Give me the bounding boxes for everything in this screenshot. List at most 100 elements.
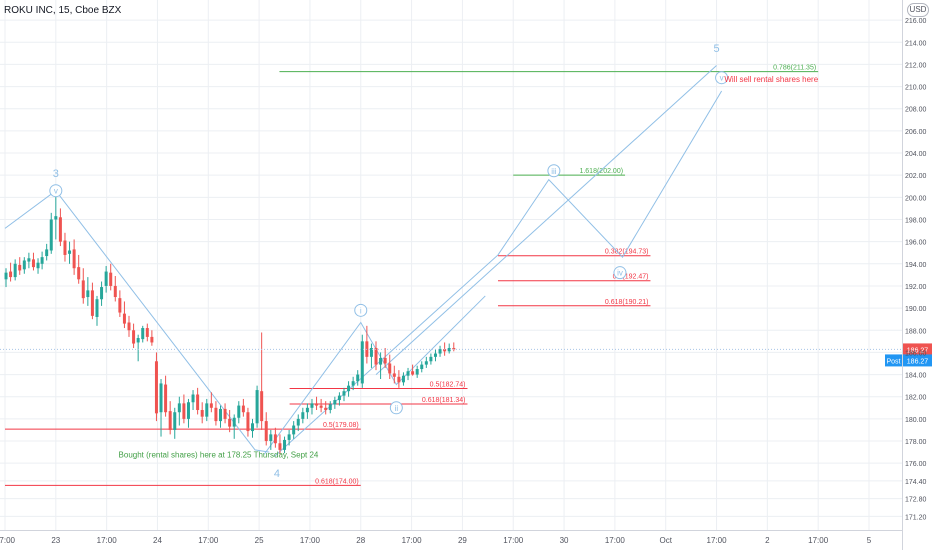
wave-label-circle <box>389 401 403 415</box>
y-tick-label: 172.80 <box>905 497 927 504</box>
candle <box>296 414 300 432</box>
candle <box>145 323 149 342</box>
candle-body <box>438 349 442 354</box>
candle-body <box>228 418 232 427</box>
x-tick-label: 17:00 <box>808 536 829 545</box>
candle-body <box>283 439 287 450</box>
candle-body <box>209 403 213 408</box>
candle <box>319 398 323 413</box>
candles <box>4 191 456 455</box>
candle-body <box>95 299 99 317</box>
x-tick-label: 29 <box>458 536 467 545</box>
x-tick-label: 17:00 <box>0 536 16 545</box>
candle <box>223 403 227 424</box>
x-tick-label: 24 <box>153 536 162 545</box>
candle-body <box>420 364 424 370</box>
wave-path <box>375 65 717 375</box>
candle <box>287 429 291 446</box>
y-tick-label: 188.00 <box>905 328 927 335</box>
x-tick-label: 17:00 <box>300 536 321 545</box>
candle-body <box>452 347 456 350</box>
candle <box>72 239 76 275</box>
y-tick-label: 212.00 <box>905 62 927 69</box>
candle-body <box>264 421 268 442</box>
candle <box>45 243 49 261</box>
y-tick-label: 202.00 <box>905 173 927 180</box>
candle-body <box>429 356 433 362</box>
fib-label: 0.618(174.00) <box>315 478 359 485</box>
post-tag <box>885 354 902 367</box>
candle <box>328 401 332 414</box>
candle-body <box>81 280 85 299</box>
symbol-title: ROKU INC, 15, Cboe BZX <box>4 5 122 16</box>
wave-label: iii <box>547 164 561 178</box>
candle-body <box>415 369 419 375</box>
last-price-tag <box>903 343 932 356</box>
candle-body <box>54 216 58 220</box>
candle-body <box>136 338 140 343</box>
candle <box>132 323 136 348</box>
y-tick-label: 214.00 <box>905 40 927 47</box>
wave-label-text: iii <box>551 167 557 176</box>
annotation-text: Will sell rental shares here <box>724 75 818 84</box>
candle <box>22 257 26 274</box>
x-axis[interactable]: 17:002317:002417:002517:002817:002917:00… <box>0 530 902 546</box>
y-tick-label: 184.00 <box>905 373 927 380</box>
candle-body <box>333 400 337 405</box>
candle-body <box>292 425 296 435</box>
candle-body <box>127 322 131 331</box>
candle <box>264 412 268 446</box>
candle-body <box>433 353 437 357</box>
currency-badge[interactable]: USD <box>907 3 929 17</box>
candle <box>351 376 355 391</box>
candle <box>251 418 255 438</box>
candle <box>429 353 433 365</box>
candle-body <box>374 347 378 365</box>
fib-label: 1.618(202.00) <box>579 168 623 175</box>
y-tick-label: 194.00 <box>905 262 927 269</box>
candle <box>150 330 154 346</box>
candle <box>360 334 364 388</box>
fib-label: 0.786(211.35) <box>773 65 816 72</box>
candle <box>246 407 250 437</box>
wave-label-text: 3 <box>53 168 59 180</box>
candle <box>118 290 122 317</box>
candle-body <box>379 357 383 365</box>
y-tick-label: 192.00 <box>905 284 927 291</box>
candle <box>228 410 232 433</box>
candle-body <box>31 259 35 268</box>
candle <box>438 345 442 357</box>
candle <box>269 429 273 450</box>
y-axis[interactable]: 171.20 172.80 174.40 176.00 178.00 180.00 182.… <box>902 0 927 550</box>
candle-body <box>392 373 396 377</box>
candle <box>154 352 158 422</box>
y-tick-label: 186.00 <box>905 350 927 357</box>
candle <box>415 365 419 378</box>
candle <box>13 259 17 281</box>
candle <box>81 268 85 304</box>
candle <box>9 262 13 282</box>
candle <box>100 281 104 306</box>
fib-label: 0.382(194.73) <box>605 249 649 256</box>
candle-body <box>315 403 319 406</box>
candle-body <box>86 290 90 298</box>
candle-body <box>72 249 76 269</box>
candle-body <box>196 394 200 411</box>
candle-body <box>305 407 309 413</box>
candle-body <box>49 219 53 251</box>
candle <box>433 349 437 362</box>
candle <box>283 436 287 454</box>
x-tick-label: 23 <box>51 536 60 545</box>
candle-body <box>443 349 447 352</box>
candle <box>177 396 181 426</box>
candle-body <box>45 249 49 257</box>
candle <box>209 392 213 413</box>
candle <box>40 251 44 270</box>
candle-body <box>36 262 40 269</box>
y-tick-label: 178.00 <box>905 439 927 446</box>
candle-body <box>310 403 314 408</box>
candle-body <box>301 412 305 419</box>
